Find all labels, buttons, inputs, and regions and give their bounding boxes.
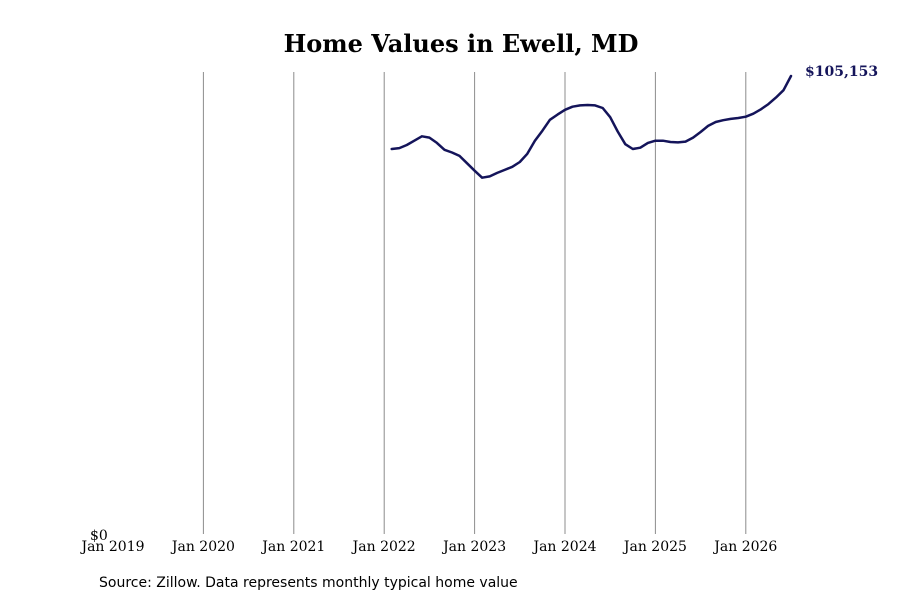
x-axis-ticks: Jan 2019 Jan 2020 Jan 2021 Jan 2022 Jan 2023…: [79, 539, 777, 555]
x-tick-label: Jan 2026: [712, 539, 777, 555]
x-tick-label: Jan 2022: [351, 539, 416, 555]
chart-title: Home Values in Ewell, MD: [284, 29, 639, 58]
x-tick-label: Jan 2019: [79, 539, 144, 555]
x-tick-label: Jan 2023: [441, 539, 506, 555]
y-tick-label: $0: [90, 528, 108, 544]
home-value-line: [390, 74, 793, 179]
latest-value-label: $105,153: [805, 64, 878, 80]
x-tick-label: Jan 2025: [622, 539, 687, 555]
gridlines: [202, 72, 747, 534]
x-tick-label: Jan 2021: [260, 539, 325, 555]
source-note: Source: Zillow. Data represents monthly …: [99, 575, 518, 591]
x-tick-label: Jan 2024: [531, 539, 596, 555]
x-tick-label: Jan 2020: [170, 539, 235, 555]
